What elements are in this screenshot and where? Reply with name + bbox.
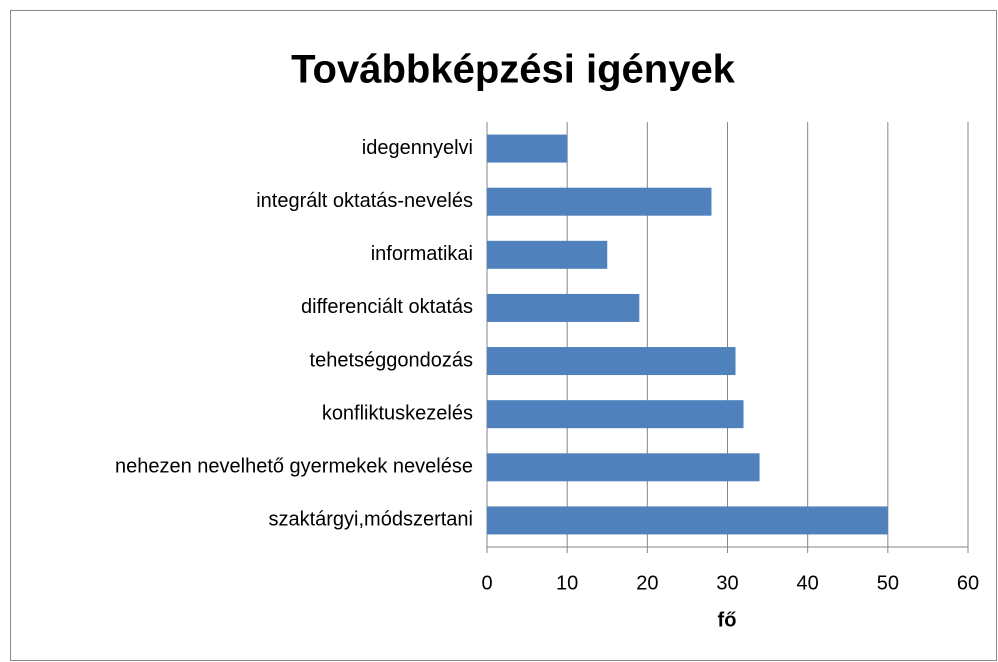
chart-frame [10,10,997,661]
x-tick-label: 10 [556,572,578,594]
bar [487,400,744,429]
x-tick-label: 30 [716,572,738,594]
chart-title: Továbbképzési igények [291,48,736,92]
y-tick-label: tehetséggondozás [310,349,473,371]
bar [487,347,736,376]
bar [487,187,712,216]
bar [487,134,568,163]
y-tick-label: nehezen nevelhető gyermekek nevelése [115,456,473,478]
x-axis-label: fő [718,609,737,631]
bar [487,293,640,322]
y-tick-label: konfliktuskezelés [322,402,473,424]
y-tick-label: informatikai [371,243,473,265]
x-tick-label: 20 [636,572,658,594]
bar [487,453,760,482]
x-tick-label: 60 [957,572,979,594]
bar [487,506,888,535]
y-tick-label: szaktárgyi,módszertani [268,509,473,531]
y-tick-label: differenciált oktatás [301,296,473,318]
y-tick-label: integrált oktatás-nevelés [256,190,473,212]
y-tick-label: idegennyelvi [362,137,473,159]
x-tick-label: 0 [481,572,492,594]
x-tick-label: 50 [877,572,899,594]
x-tick-label: 40 [797,572,819,594]
bar [487,240,608,269]
